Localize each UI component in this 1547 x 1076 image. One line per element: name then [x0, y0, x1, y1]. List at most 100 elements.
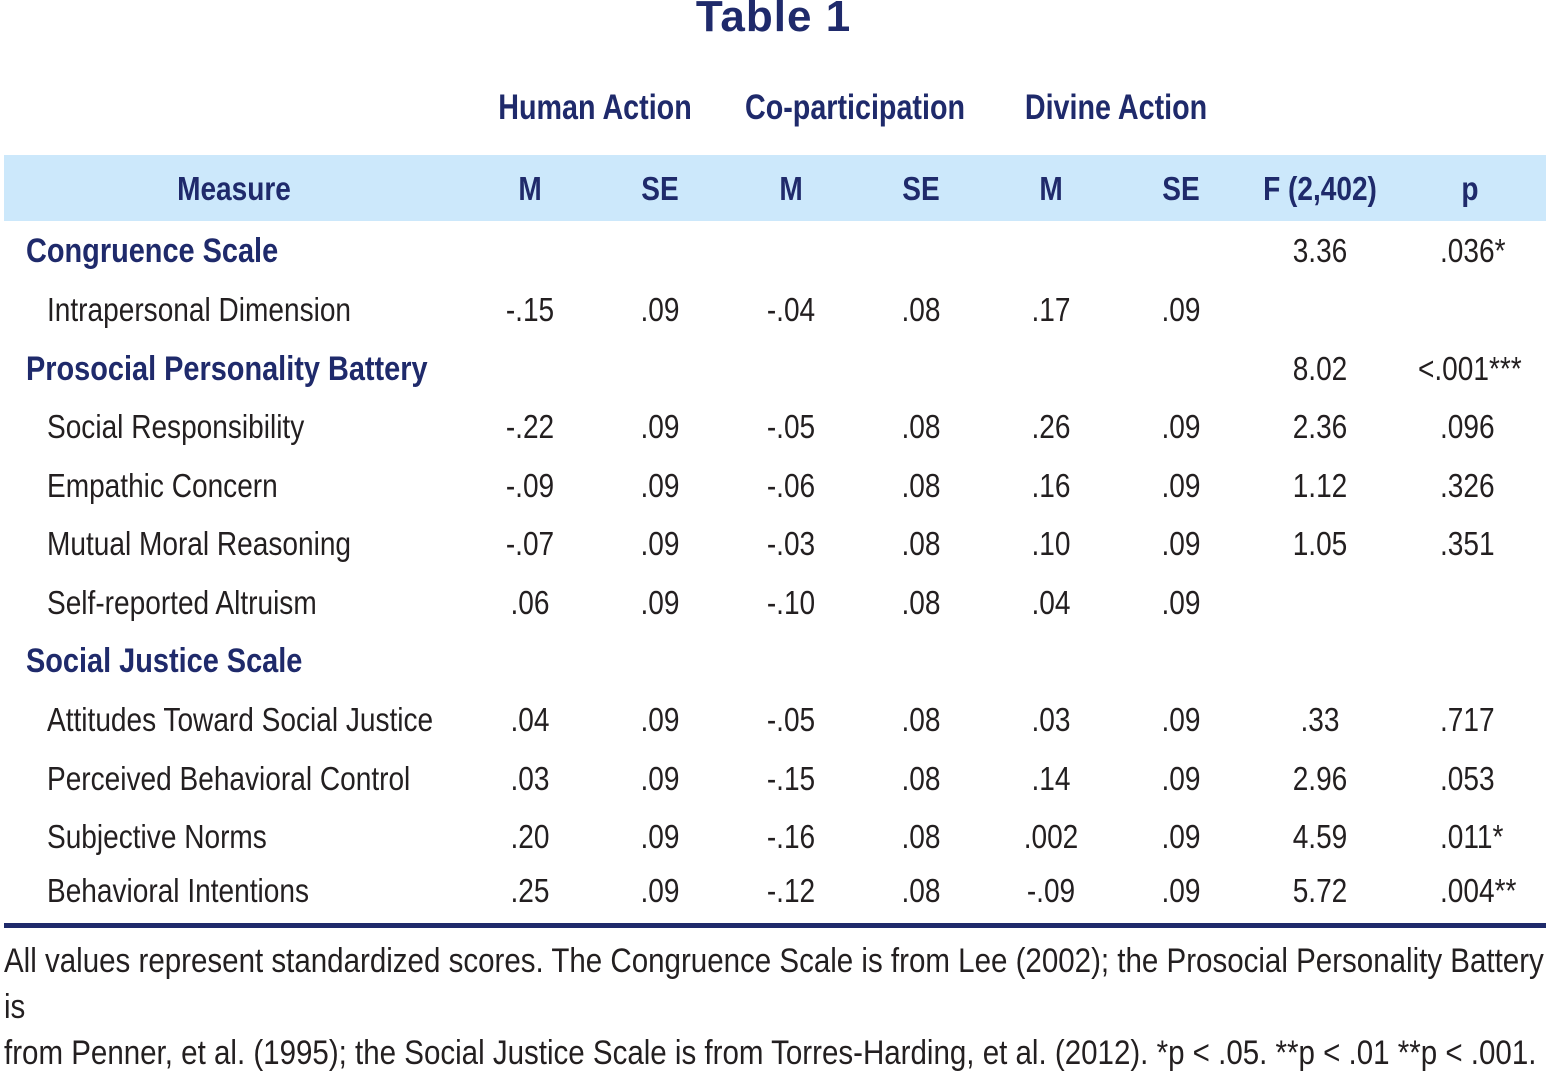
cell-divine-se: .09	[1161, 291, 1201, 328]
cell-f: .33	[1300, 701, 1340, 738]
cell-copart-se: .08	[901, 760, 941, 797]
measure-label: Perceived Behavioral Control	[47, 760, 411, 797]
column-header-human-se: SE	[641, 170, 679, 207]
cell-copart-se: .08	[901, 584, 941, 621]
measure-label: Self-reported Altruism	[47, 584, 317, 621]
cell-copart-m: -.03	[766, 525, 816, 562]
column-header-p: p	[1461, 170, 1479, 207]
section-label: Social Justice Scale	[26, 642, 303, 680]
cell-divine-se: .09	[1161, 467, 1201, 504]
column-header-human-m: M	[518, 170, 542, 207]
cell-p: .096	[1440, 408, 1495, 445]
column-header-band	[4, 155, 1546, 221]
cell-human-m: -.22	[505, 408, 555, 445]
column-header-f: F (2,402)	[1263, 170, 1377, 207]
cell-human-se: .09	[640, 701, 680, 738]
column-header-divine-se: SE	[1162, 170, 1200, 207]
cell-copart-m: -.12	[766, 872, 816, 909]
cell-divine-se: .09	[1161, 408, 1201, 445]
cell-human-se: .09	[640, 760, 680, 797]
cell-f: 1.12	[1292, 467, 1348, 504]
measure-label: Subjective Norms	[47, 818, 267, 855]
group-header-human-action: Human Action	[498, 88, 692, 127]
cell-copart-se: .08	[901, 408, 941, 445]
cell-divine-se: .09	[1161, 760, 1201, 797]
cell-f: 3.36	[1292, 232, 1348, 269]
cell-copart-m: -.15	[766, 760, 816, 797]
cell-f: 5.72	[1292, 872, 1348, 909]
table-bottom-rule	[4, 923, 1546, 928]
cell-p: <.001***	[1418, 350, 1522, 387]
cell-divine-se: .09	[1161, 525, 1201, 562]
column-header-copart-se: SE	[902, 170, 940, 207]
table-note: All values represent standardized scores…	[4, 938, 1547, 1076]
cell-divine-m: .03	[1031, 701, 1071, 738]
cell-copart-m: -.05	[766, 701, 816, 738]
cell-copart-se: .08	[901, 525, 941, 562]
cell-copart-se: .08	[901, 291, 941, 328]
cell-human-se: .09	[640, 291, 680, 328]
cell-p: .036*	[1440, 232, 1506, 269]
cell-f: 2.36	[1292, 408, 1348, 445]
table-title: Table 1	[695, 0, 852, 41]
cell-p: .351	[1440, 525, 1495, 562]
cell-divine-se: .09	[1161, 584, 1201, 621]
table-row: Behavioral Intentions .25 .09 -.12 .08 -.09 .0…	[0, 866, 1547, 916]
table-note-line-1: All values represent standardized scores…	[4, 942, 1544, 1026]
column-header-divine-m: M	[1039, 170, 1063, 207]
cell-f: 4.59	[1292, 818, 1348, 855]
cell-copart-m: -.10	[766, 584, 816, 621]
column-header-copart-m: M	[779, 170, 803, 207]
measure-label: Mutual Moral Reasoning	[47, 525, 352, 562]
cell-copart-m: -.05	[766, 408, 816, 445]
cell-copart-se: .08	[901, 872, 941, 909]
measure-label: Attitudes Toward Social Justice	[47, 701, 434, 738]
cell-p: .326	[1440, 467, 1495, 504]
cell-divine-m: .04	[1031, 584, 1071, 621]
cell-human-se: .09	[640, 467, 680, 504]
cell-p: .053	[1440, 760, 1495, 797]
table-row: Self-reported Altruism .06 .09 -.10 .08 .04 .0…	[0, 578, 1547, 628]
cell-copart-m: -.04	[766, 291, 816, 328]
cell-divine-m: .17	[1031, 291, 1071, 328]
table-row: Attitudes Toward Social Justice .04 .09 -.0…	[0, 695, 1547, 745]
cell-f: 1.05	[1292, 525, 1348, 562]
table-row: Empathic Concern -.09 .09 -.06 .08 .16 .09 1.12…	[0, 461, 1547, 511]
section-row: Social Justice Scale	[0, 636, 1547, 686]
cell-human-se: .09	[640, 408, 680, 445]
measure-label: Empathic Concern	[47, 467, 278, 504]
group-header-divine-action: Divine Action	[1024, 88, 1208, 127]
cell-divine-m: .002	[1023, 818, 1079, 855]
cell-human-se: .09	[640, 584, 680, 621]
cell-p: .717	[1440, 701, 1495, 738]
cell-human-m: -.07	[505, 525, 555, 562]
cell-divine-m: .14	[1031, 760, 1071, 797]
cell-p: .004**	[1440, 872, 1517, 909]
cell-human-m: .03	[510, 760, 550, 797]
cell-p: .011*	[1440, 818, 1504, 855]
cell-human-m: .04	[510, 701, 550, 738]
section-label: Prosocial Personality Battery	[26, 350, 428, 388]
cell-f: 8.02	[1292, 350, 1348, 387]
column-header-measure: Measure	[177, 170, 291, 207]
table-row: Social Responsibility -.22 .09 -.05 .08 .26 .0…	[0, 402, 1547, 452]
cell-human-se: .09	[640, 872, 680, 909]
table-row: Perceived Behavioral Control .03 .09 -.15 .0…	[0, 754, 1547, 804]
section-row: Prosocial Personality Battery 8.02 <.001**…	[0, 344, 1547, 394]
cell-divine-se: .09	[1161, 818, 1201, 855]
measure-label: Social Responsibility	[47, 408, 305, 445]
group-header-co-participation: Co-participation	[744, 88, 966, 127]
section-label: Congruence Scale	[26, 232, 279, 270]
measure-label: Behavioral Intentions	[47, 872, 309, 909]
cell-divine-se: .09	[1161, 872, 1201, 909]
cell-human-m: .06	[510, 584, 550, 621]
table-note-line-2: from Penner, et al. (1995); the Social J…	[4, 1034, 1537, 1072]
cell-human-m: -.09	[505, 467, 555, 504]
table-row: Subjective Norms .20 .09 -.16 .08 .002 .09 4.59…	[0, 812, 1547, 862]
cell-f: 2.96	[1292, 760, 1348, 797]
table-row: Intrapersonal Dimension -.15 .09 -.04 .08 .17…	[0, 285, 1547, 335]
measure-label: Intrapersonal Dimension	[47, 291, 352, 328]
cell-human-se: .09	[640, 525, 680, 562]
cell-divine-m: .26	[1031, 408, 1071, 445]
cell-human-se: .09	[640, 818, 680, 855]
